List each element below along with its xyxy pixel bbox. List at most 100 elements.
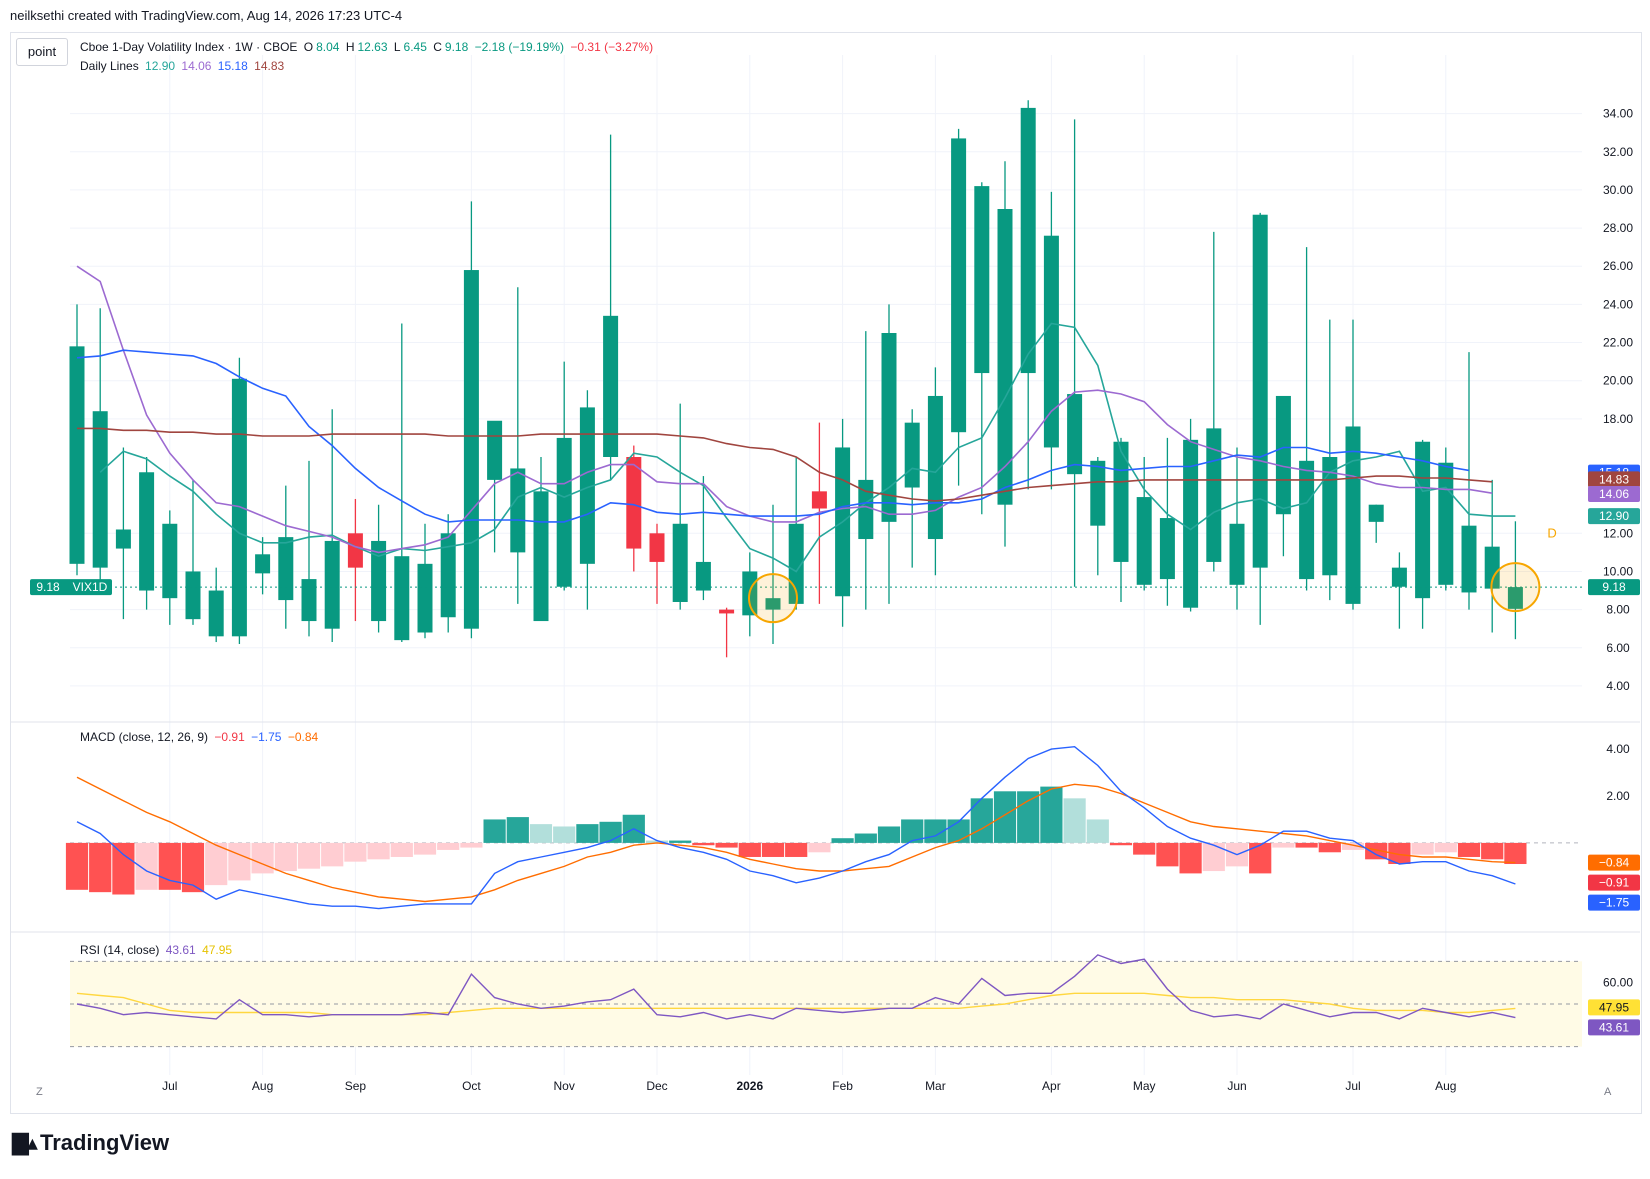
- symbol-title[interactable]: Cboe 1-Day Volatility Index · 1W · CBOE: [80, 40, 298, 54]
- candle-body: [371, 540, 387, 622]
- macd-label: MACD (close, 12, 26, 9): [80, 730, 209, 744]
- candle-body: [440, 533, 456, 618]
- macd-histogram-bar: [483, 819, 506, 843]
- tradingview-brand[interactable]: ▇▴ TradingView: [12, 1130, 169, 1156]
- macd-histogram-bar: [576, 824, 599, 843]
- y-tick-label: 30.00: [1603, 183, 1633, 197]
- corner-right-label[interactable]: A: [1604, 1086, 1612, 1098]
- daily-line-brown-value: 14.83: [254, 59, 285, 73]
- y-tick-label: 12.00: [1603, 526, 1633, 540]
- candle-body: [1461, 525, 1477, 593]
- candle-body: [301, 579, 317, 622]
- rsi-price-label-bg: [1588, 1019, 1640, 1036]
- candle-body: [1136, 497, 1152, 585]
- main-legend: Cboe 1-Day Volatility Index · 1W · CBOE …: [80, 40, 656, 54]
- daily-line-purple-value: 14.06: [181, 59, 212, 73]
- macd-histogram-bar: [367, 842, 390, 860]
- point-button[interactable]: point: [16, 38, 68, 66]
- macd-histogram-bar: [1040, 786, 1063, 843]
- macd-histogram-bar: [599, 821, 622, 843]
- x-tick-label: Feb: [832, 1079, 853, 1093]
- close-value: 9.18: [444, 40, 469, 54]
- macd-histogram-bar: [785, 842, 808, 857]
- macd-histogram-bar: [228, 842, 251, 881]
- candle-body: [510, 468, 526, 553]
- x-tick-label: 2026: [736, 1079, 763, 1093]
- x-tick-label: May: [1133, 1079, 1156, 1093]
- macd-histogram-bar: [831, 838, 854, 843]
- daily-lines-legend[interactable]: Daily Lines 12.90 14.06 15.18 14.83: [80, 59, 287, 73]
- macd-histogram-bar: [970, 798, 993, 843]
- macd-line: [76, 745, 1516, 910]
- macd-histogram-bar: [669, 840, 692, 843]
- y-tick-label: 8.00: [1606, 603, 1630, 617]
- change-value: −2.18 (−19.19%): [474, 40, 565, 54]
- macd-histogram-bar: [1202, 842, 1225, 872]
- candle-body: [1020, 107, 1036, 374]
- macd-histogram-bar: [1411, 842, 1434, 855]
- candle-body: [1275, 395, 1291, 515]
- annotation-label: D: [1547, 525, 1556, 540]
- rsi-ma-value: 47.95: [202, 943, 233, 957]
- macd-histogram-bar: [738, 842, 761, 857]
- macd-histogram-bar: [1481, 842, 1504, 860]
- macd-histogram-bar: [1318, 842, 1341, 853]
- corner-left-label[interactable]: Z: [36, 1086, 43, 1098]
- candle-body: [69, 346, 85, 564]
- y-tick-label: 24.00: [1603, 297, 1633, 311]
- macd-price-label: −0.84: [1599, 856, 1630, 870]
- candle-body: [603, 315, 619, 457]
- candle-body: [1113, 441, 1129, 562]
- x-tick-label: Mar: [925, 1079, 946, 1093]
- y-tick-label: 34.00: [1603, 107, 1633, 121]
- annotation-circle: [1490, 562, 1541, 613]
- tradingview-logo-icon: ▇▴: [12, 1130, 38, 1155]
- candle-body: [1368, 504, 1384, 522]
- macd-histogram-bar: [344, 842, 367, 862]
- candle-body: [1299, 460, 1315, 580]
- x-tick-label: Sep: [345, 1079, 367, 1093]
- macd-histogram-bar: [506, 817, 529, 843]
- macd-histogram-bar: [135, 842, 158, 890]
- candle-body: [92, 411, 108, 568]
- macd-histogram-bar: [1457, 842, 1481, 857]
- macd-histogram-bar: [1063, 798, 1086, 843]
- x-tick-label: Oct: [462, 1079, 481, 1093]
- candle-body: [1484, 546, 1500, 589]
- candle-body: [347, 533, 363, 568]
- candle-body: [1438, 462, 1454, 585]
- y-tick-label: 10.00: [1603, 564, 1633, 578]
- macd-histogram-bar: [854, 833, 877, 843]
- macd-histogram-bar: [1365, 842, 1388, 860]
- macd-histogram-bar: [413, 842, 437, 855]
- candle-body: [324, 540, 340, 629]
- rsi-ma-price-label-bg: [1588, 999, 1640, 1016]
- macd-price-label-bg: [1588, 894, 1640, 911]
- rsi-legend[interactable]: RSI (14, close) 43.61 47.95: [80, 943, 235, 957]
- candle-body: [463, 270, 479, 629]
- candle-body: [185, 571, 201, 620]
- daily-line-series: [99, 322, 1516, 573]
- macd-histogram-bar: [297, 842, 321, 869]
- y-tick-label: 32.00: [1603, 145, 1633, 159]
- x-tick-label: Jul: [1345, 1079, 1360, 1093]
- daily-line-green-value: 12.90: [145, 59, 176, 73]
- candle-body: [672, 523, 688, 602]
- macd-histogram-bar: [158, 842, 181, 890]
- candle-body: [765, 598, 781, 610]
- macd-histogram-bar: [65, 842, 89, 890]
- macd-histogram-bar: [529, 824, 553, 843]
- brand-name: TradingView: [39, 1130, 170, 1155]
- macd-legend[interactable]: MACD (close, 12, 26, 9) −0.91 −1.75 −0.8…: [80, 730, 321, 744]
- x-tick-label: Jun: [1227, 1079, 1246, 1093]
- y-tick-label: 22.00: [1603, 336, 1633, 350]
- candle-body: [255, 554, 271, 574]
- candle-body: [487, 420, 503, 480]
- y-tick-label: 4.00: [1606, 679, 1630, 693]
- y-tick-label: 26.00: [1603, 259, 1633, 273]
- macd-histogram-bar: [808, 842, 831, 853]
- y-tick-label: 28.00: [1603, 221, 1633, 235]
- candle-body: [626, 457, 642, 549]
- daily-line-blue-value: 15.18: [217, 59, 248, 73]
